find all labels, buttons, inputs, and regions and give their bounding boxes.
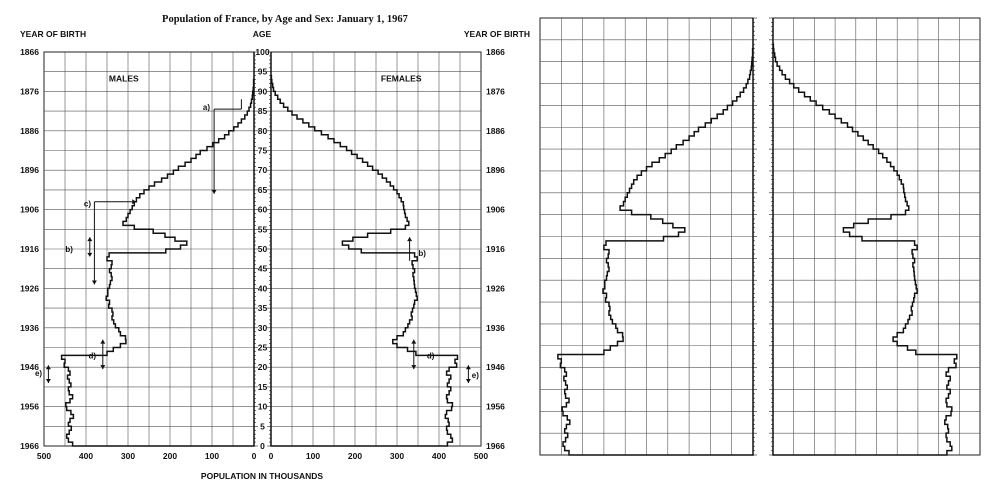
annotation-arrowhead: [87, 252, 93, 257]
annotation-arrowhead: [45, 365, 51, 370]
year-tick-label-right: 1866: [486, 47, 505, 57]
year-tick-label-left: 1966: [20, 441, 39, 451]
age-tick-label: 35: [258, 303, 268, 313]
males-profile-line: [60, 52, 255, 447]
year-tick-label-left: 1946: [20, 362, 39, 372]
x-tick-label-left: 100: [205, 451, 219, 461]
age-tick-label: 40: [258, 283, 268, 293]
age-tick-label: 25: [258, 343, 268, 353]
females-profile-line: [772, 18, 958, 456]
annotation-c: c): [84, 200, 91, 209]
annotation-d-left: d): [89, 351, 97, 360]
annotation-e-right: e): [472, 371, 479, 380]
year-tick-label-left: 1916: [20, 244, 39, 254]
age-axis-label: AGE: [253, 29, 272, 39]
annotation-arrowhead: [211, 189, 217, 194]
age-tick-label: 100: [255, 47, 269, 57]
annotation-b-left: b): [65, 245, 73, 254]
age-tick-label: 90: [258, 86, 268, 96]
males-profile-line: [557, 18, 754, 456]
age-tick-label: 20: [258, 362, 268, 372]
annotation-arrowhead: [100, 339, 106, 344]
year-tick-label-right: 1876: [486, 86, 505, 96]
x-tick-label-right: 500: [474, 451, 488, 461]
year-tick-label-right: 1916: [486, 244, 505, 254]
age-tick-label: 70: [258, 165, 268, 175]
annotation-arrowhead: [411, 339, 417, 344]
females-label: FEMALES: [381, 74, 422, 84]
annotation-e-left: e): [35, 369, 42, 378]
females-profile-line: [270, 52, 459, 447]
year-tick-label-left: 1936: [20, 323, 39, 333]
annotation-b-right: b): [418, 249, 426, 258]
annotation-arrowhead: [411, 365, 417, 370]
pyramid-1: 0 5 10 15 20 25 30 35 40 45 50 55 60 65 70 75 80 85 90 95 10…: [20, 47, 505, 461]
age-tick-label: 0: [260, 441, 265, 451]
age-tick-label: 75: [258, 146, 268, 156]
year-tick-label-left: 1906: [20, 205, 39, 215]
annotation-a: a): [203, 103, 210, 112]
chart-title: Population of France, by Age and Sex: Ja…: [162, 14, 408, 25]
age-tick-label: 10: [258, 402, 268, 412]
year-tick-label-left: 1896: [20, 165, 39, 175]
annotation-arrowhead: [132, 199, 137, 205]
annotation-arrowhead: [465, 365, 471, 370]
annotation-arrowhead: [100, 365, 106, 370]
annotation-arrowhead: [91, 280, 97, 285]
year-tick-label-left: 1866: [20, 47, 39, 57]
x-tick-label-left: 0: [252, 451, 257, 461]
year-tick-label-right: 1946: [486, 362, 505, 372]
year-tick-label-left: 1876: [20, 86, 39, 96]
year-tick-label-right: 1926: [486, 283, 505, 293]
x-tick-label-right: 100: [306, 451, 320, 461]
age-tick-label: 85: [258, 106, 268, 116]
x-axis-label: POPULATION IN THOUSANDS: [201, 471, 323, 481]
annotation-arrowhead: [87, 237, 93, 242]
annotation-arrowhead: [45, 378, 51, 383]
year-tick-label-left: 1956: [20, 402, 39, 412]
age-tick-label: 60: [258, 205, 268, 215]
age-tick-label: 15: [258, 382, 268, 392]
year-tick-label-right: 1966: [486, 441, 505, 451]
age-tick-label: 30: [258, 323, 268, 333]
age-tick-label: 65: [258, 185, 268, 195]
x-tick-label-left: 200: [163, 451, 177, 461]
age-tick-label: 5: [260, 421, 265, 431]
annotation-arrowhead: [407, 237, 413, 242]
age-tick-label: 55: [258, 224, 268, 234]
year-of-birth-label-right: YEAR OF BIRTH: [464, 29, 530, 39]
annotation-arrowhead: [465, 378, 471, 383]
year-tick-label-left: 1926: [20, 283, 39, 293]
males-label: MALES: [109, 74, 139, 84]
pyramid-2: [539, 17, 981, 456]
x-tick-label-right: 300: [390, 451, 404, 461]
x-tick-label-right: 0: [269, 451, 274, 461]
year-tick-label-right: 1936: [486, 323, 505, 333]
year-tick-label-right: 1886: [486, 126, 505, 136]
year-tick-label-right: 1956: [486, 402, 505, 412]
age-tick-label: 80: [258, 126, 268, 136]
year-of-birth-label-left: YEAR OF BIRTH: [20, 29, 86, 39]
x-tick-label-right: 400: [432, 451, 446, 461]
year-tick-label-left: 1886: [20, 126, 39, 136]
age-tick-label: 45: [258, 264, 268, 274]
x-tick-label-left: 500: [37, 451, 51, 461]
annotation-d-right: d): [427, 351, 435, 360]
x-tick-label-right: 200: [348, 451, 362, 461]
year-tick-label-right: 1896: [486, 165, 505, 175]
year-tick-label-right: 1906: [486, 205, 505, 215]
x-tick-label-left: 300: [121, 451, 135, 461]
x-tick-label-left: 400: [79, 451, 93, 461]
age-tick-label: 95: [258, 67, 268, 77]
age-tick-label: 50: [258, 244, 268, 254]
